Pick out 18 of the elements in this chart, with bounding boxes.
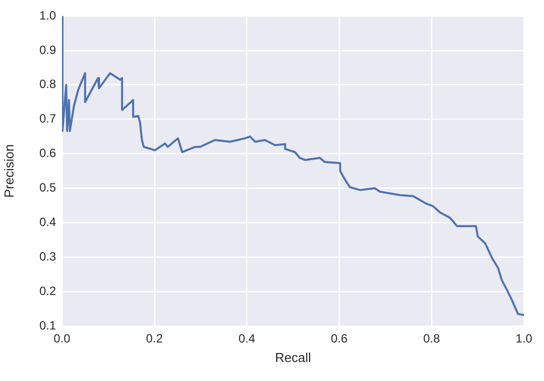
x-tick-label: 0.2 bbox=[146, 332, 164, 346]
y-axis-title: Precision bbox=[1, 144, 16, 198]
y-tick-label: 0.7 bbox=[39, 112, 56, 126]
y-tick-label: 0.6 bbox=[39, 146, 56, 160]
x-tick-label: 0.0 bbox=[54, 332, 71, 346]
y-tick-label: 0.5 bbox=[39, 180, 56, 195]
x-tick-label: 1.0 bbox=[516, 332, 533, 346]
x-tick-label: 0.8 bbox=[423, 332, 440, 346]
y-tick-label: 1.0 bbox=[39, 8, 56, 22]
x-axis-title: Recall bbox=[274, 350, 312, 365]
y-tick-label: 0.1 bbox=[39, 318, 56, 332]
x-tick-label: 0.6 bbox=[330, 332, 348, 346]
y-tick-label: 0.4 bbox=[39, 214, 56, 229]
x-tick-label: 0.4 bbox=[238, 332, 256, 346]
y-tick-label: 0.2 bbox=[39, 284, 56, 298]
y-tick-label: 0.9 bbox=[39, 42, 56, 57]
y-tick-label: 0.8 bbox=[39, 77, 56, 92]
y-tick-label: 0.3 bbox=[39, 249, 56, 264]
